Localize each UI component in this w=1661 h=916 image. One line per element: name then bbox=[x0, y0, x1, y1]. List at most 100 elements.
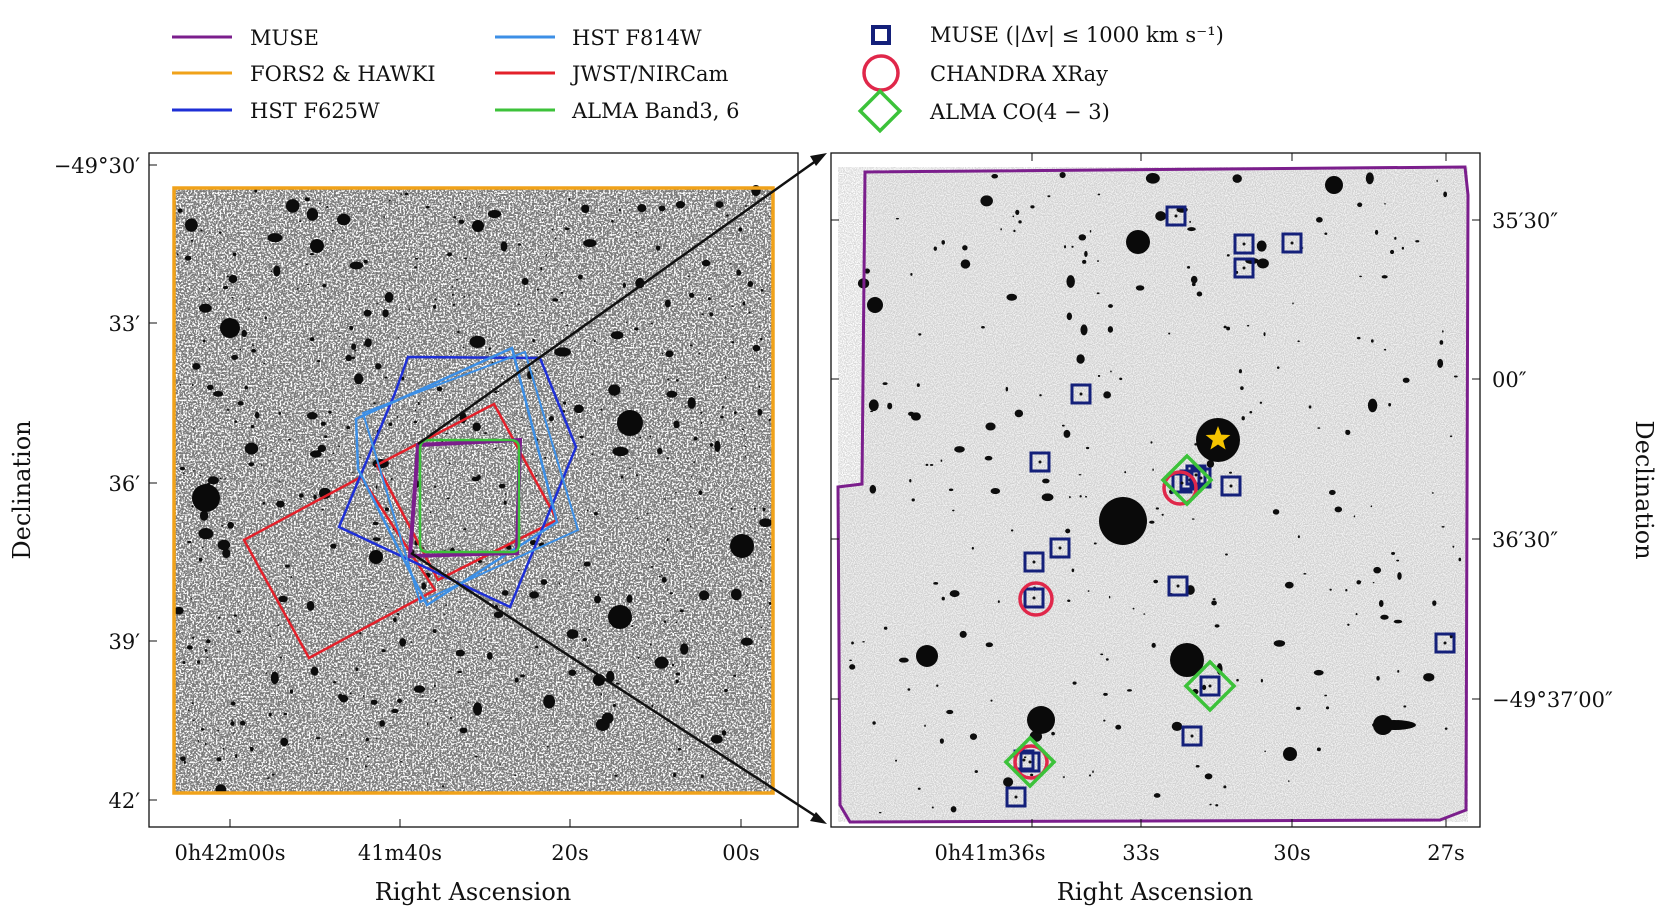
left-source bbox=[227, 521, 234, 529]
left-source bbox=[612, 446, 629, 457]
left-source bbox=[658, 575, 661, 578]
muse-source-marker bbox=[1023, 551, 1045, 573]
right-source bbox=[1232, 174, 1242, 183]
left-source bbox=[289, 689, 294, 694]
left-source bbox=[313, 494, 317, 500]
left-source bbox=[469, 335, 486, 348]
right-source bbox=[1316, 747, 1321, 752]
left-ytick-label: 39′ bbox=[109, 630, 141, 654]
legend-label-muse-dv: MUSE (|Δv| ≤ 1000 km s⁻¹) bbox=[930, 23, 1224, 48]
right-ytick-label: 36′30″ bbox=[1492, 528, 1558, 552]
right-source bbox=[931, 806, 934, 809]
left-source bbox=[684, 405, 686, 408]
right-source bbox=[1256, 258, 1269, 269]
left-source bbox=[191, 702, 194, 705]
right-source bbox=[1373, 566, 1382, 574]
left-ylabel: Declination bbox=[8, 420, 36, 559]
left-source bbox=[729, 263, 732, 265]
left-xtick-label: 41m40s bbox=[358, 841, 442, 865]
right-source bbox=[933, 246, 937, 251]
left-source bbox=[400, 193, 403, 195]
left-source bbox=[462, 346, 465, 349]
left-source bbox=[666, 390, 678, 398]
left-source bbox=[458, 219, 465, 224]
left-source bbox=[184, 218, 198, 232]
left-source bbox=[396, 415, 399, 419]
chandra-xray-marker bbox=[1162, 470, 1198, 506]
left-source bbox=[657, 447, 663, 455]
left-source bbox=[177, 208, 183, 213]
left-source bbox=[180, 756, 186, 762]
left-source bbox=[517, 243, 522, 246]
left-source bbox=[183, 760, 186, 765]
muse-source-dot bbox=[1180, 481, 1184, 485]
right-source bbox=[1394, 236, 1397, 240]
right-source bbox=[1273, 640, 1286, 647]
left-source bbox=[270, 671, 279, 685]
muse-source-dot bbox=[1176, 584, 1180, 588]
left-source bbox=[267, 233, 283, 243]
left-source bbox=[373, 402, 376, 404]
right-bright-source bbox=[1099, 497, 1147, 545]
right-source bbox=[1437, 358, 1444, 368]
right-source bbox=[1295, 706, 1301, 710]
left-source bbox=[222, 548, 231, 559]
left-source bbox=[740, 637, 753, 646]
left-source bbox=[744, 434, 746, 436]
left-source bbox=[196, 660, 201, 664]
left-source bbox=[665, 350, 674, 358]
right-source bbox=[1229, 471, 1232, 474]
left-source bbox=[488, 347, 491, 351]
right-source bbox=[941, 240, 945, 245]
left-bright-source bbox=[220, 318, 240, 338]
left-source bbox=[421, 582, 427, 590]
left-source bbox=[298, 493, 304, 498]
left-source bbox=[494, 390, 497, 394]
right-source bbox=[1226, 326, 1231, 331]
left-source bbox=[634, 327, 639, 331]
left-source bbox=[222, 747, 225, 750]
left-source bbox=[349, 261, 364, 270]
right-source bbox=[1249, 411, 1253, 414]
left-source bbox=[228, 274, 238, 284]
left-source bbox=[276, 500, 285, 508]
left-source bbox=[698, 352, 701, 355]
left-source bbox=[636, 517, 639, 519]
right-source bbox=[1355, 612, 1358, 616]
right-source bbox=[1063, 429, 1071, 438]
right-source bbox=[1226, 254, 1230, 257]
right-source bbox=[1358, 581, 1362, 583]
left-source bbox=[529, 591, 539, 599]
right-source bbox=[1458, 557, 1462, 562]
left-source bbox=[363, 309, 372, 317]
muse-source-dot bbox=[1190, 734, 1194, 738]
right-source bbox=[1402, 377, 1410, 383]
left-source bbox=[733, 411, 737, 415]
right-source bbox=[1078, 474, 1082, 476]
left-source bbox=[349, 692, 352, 695]
left-source bbox=[463, 296, 466, 298]
right-source bbox=[1153, 579, 1159, 584]
left-source bbox=[748, 311, 751, 314]
left-source bbox=[266, 777, 270, 779]
right-source bbox=[1380, 614, 1389, 620]
left-source bbox=[192, 719, 195, 721]
left-source bbox=[551, 228, 554, 231]
left-source bbox=[742, 301, 746, 306]
left-source bbox=[768, 418, 771, 422]
left-source bbox=[219, 477, 222, 480]
right-source bbox=[1212, 598, 1216, 601]
right-bright-source bbox=[1027, 706, 1055, 734]
left-source bbox=[457, 330, 460, 334]
left-source bbox=[254, 189, 258, 193]
left-source bbox=[207, 476, 219, 485]
left-source bbox=[730, 588, 742, 601]
muse-source-dot bbox=[1032, 596, 1036, 600]
right-source bbox=[1015, 209, 1020, 215]
left-source bbox=[300, 498, 302, 501]
right-source bbox=[1149, 520, 1155, 524]
muse-source-marker bbox=[1019, 751, 1041, 773]
left-source bbox=[586, 509, 589, 512]
right-source bbox=[1441, 525, 1445, 528]
left-source bbox=[625, 321, 628, 323]
